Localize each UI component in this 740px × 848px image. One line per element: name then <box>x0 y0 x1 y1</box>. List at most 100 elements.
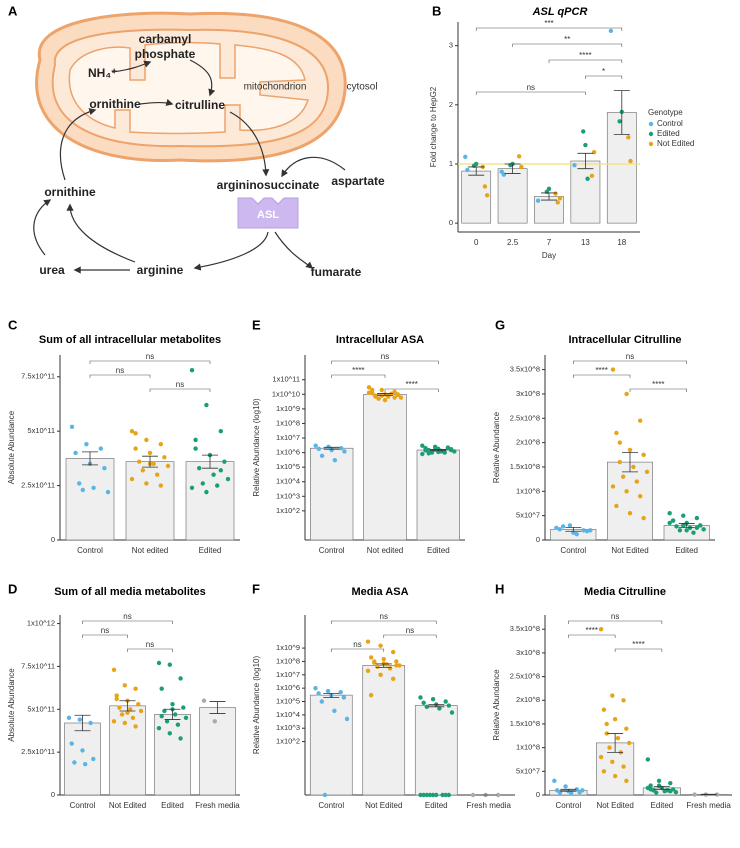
bar <box>607 462 652 540</box>
data-point <box>678 528 682 532</box>
data-point <box>388 666 392 670</box>
data-point <box>88 721 92 725</box>
significance-label: ns <box>146 352 154 361</box>
data-point <box>148 451 152 455</box>
arginine-label: arginine <box>137 263 184 277</box>
fumarate-label: fumarate <box>311 265 362 279</box>
significance-bracket <box>90 375 150 378</box>
data-point <box>204 403 208 407</box>
significance-label: ns <box>116 366 124 375</box>
data-point <box>342 449 346 453</box>
x-tick-label: Control <box>77 546 103 555</box>
y-tick-label: 3.5x10^8 <box>510 624 540 633</box>
data-point <box>139 709 143 713</box>
data-point <box>123 683 127 687</box>
significance-bracket <box>331 621 436 624</box>
cytosol-label: cytosol <box>346 82 377 93</box>
significance-label: ns <box>146 640 154 649</box>
data-point <box>447 703 451 707</box>
data-point <box>159 442 163 446</box>
significance-bracket <box>615 649 662 652</box>
data-point <box>588 528 592 532</box>
chart-title: Media ASA <box>351 586 408 598</box>
data-point <box>366 640 370 644</box>
significance-label: ns <box>353 640 361 649</box>
y-tick-label: 1x10^5 <box>276 696 300 705</box>
data-point <box>624 779 628 783</box>
y-tick-label: 2.5x10^11 <box>21 747 55 756</box>
data-point <box>638 419 642 423</box>
data-point <box>80 748 84 752</box>
chart-title: Media Citrulline <box>584 586 666 598</box>
panel-letter: F <box>252 581 260 596</box>
x-tick-label: Not Edited <box>611 546 648 555</box>
data-point <box>450 710 454 714</box>
data-point <box>602 769 606 773</box>
y-tick-label: 1x10^9 <box>276 404 300 413</box>
data-point <box>190 486 194 490</box>
y-tick-label: 1.5x10^8 <box>510 719 540 728</box>
data-point <box>449 447 453 451</box>
bar <box>310 448 353 540</box>
significance-label: ns <box>381 352 389 361</box>
data-point <box>133 687 137 691</box>
data-point <box>219 429 223 433</box>
y-tick-label: 2.5x10^11 <box>21 481 55 490</box>
data-point <box>323 793 327 797</box>
data-point <box>645 470 649 474</box>
significance-bracket <box>549 60 622 63</box>
x-tick-label: Fresh media <box>467 801 512 810</box>
chart-title: ASL qPCR <box>532 6 588 18</box>
y-tick-label: 1 <box>449 159 453 168</box>
data-point <box>91 757 95 761</box>
y-tick-label: 3 <box>449 41 453 50</box>
data-point <box>73 451 77 455</box>
significance-label: ** <box>564 35 570 44</box>
data-point <box>226 477 230 481</box>
data-point <box>590 174 594 178</box>
y-tick-label: 5x10^7 <box>516 511 540 520</box>
data-point <box>536 198 540 202</box>
data-point <box>326 689 330 693</box>
y-tick-label: 0 <box>51 790 55 799</box>
y-tick-label: 1x10^10 <box>272 389 300 398</box>
data-point <box>366 669 370 673</box>
x-tick-label: Control <box>319 546 345 555</box>
data-point <box>575 532 579 536</box>
bar <box>186 462 234 540</box>
data-point <box>383 398 387 402</box>
data-point <box>519 165 523 169</box>
data-point <box>618 460 622 464</box>
chart-title: Sum of all intracellular metabolites <box>39 334 221 346</box>
data-point <box>613 774 617 778</box>
data-point <box>219 468 223 472</box>
x-tick-label: Fresh media <box>686 801 731 810</box>
data-point <box>370 388 374 392</box>
data-point <box>392 395 396 399</box>
data-point <box>115 697 119 701</box>
data-point <box>465 168 469 172</box>
y-tick-label: 1x10^6 <box>276 448 300 457</box>
x-tick-label: 0 <box>474 238 479 247</box>
significance-bracket <box>384 635 437 638</box>
data-point <box>547 187 551 191</box>
data-point <box>483 184 487 188</box>
data-point <box>160 714 164 718</box>
panel-a: A NH₄⁺ carbamyl phosphate ornithine citr… <box>8 3 385 279</box>
y-tick-label: 1x10^8 <box>516 743 540 752</box>
data-point <box>641 453 645 457</box>
ornithine-inner-label: ornithine <box>89 97 141 111</box>
data-point <box>585 177 589 181</box>
data-point <box>613 717 617 721</box>
data-point <box>558 527 562 531</box>
data-point <box>425 793 429 797</box>
data-point <box>316 691 320 695</box>
data-point <box>580 788 584 792</box>
data-point <box>155 473 159 477</box>
y-tick-label: 1.5x10^8 <box>510 462 540 471</box>
significance-bracket <box>568 635 615 638</box>
chart-title: Sum of all media metabolites <box>54 586 206 598</box>
data-point <box>599 755 603 759</box>
significance-label: *** <box>544 19 553 28</box>
